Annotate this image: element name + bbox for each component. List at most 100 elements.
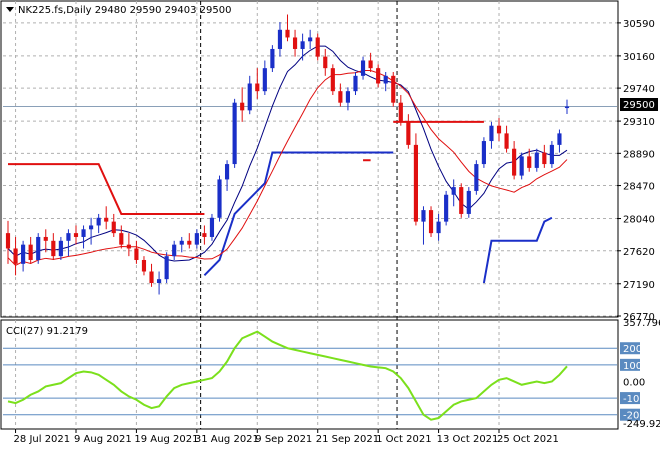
trail-red-line	[8, 163, 205, 215]
candle-body	[13, 248, 18, 264]
time-label: 28 Jul 2021	[14, 434, 71, 445]
time-label: 19 Aug 2021	[134, 434, 198, 445]
candle-body	[43, 236, 48, 241]
price-tick-label: 27620	[623, 247, 655, 258]
candle-body	[368, 60, 373, 69]
menu-triangle-icon[interactable]	[6, 7, 14, 12]
candle-body	[21, 244, 26, 264]
candle-body	[217, 179, 222, 218]
candle-body	[489, 125, 494, 142]
cci-tick-label: 0.00	[623, 377, 645, 388]
price-tick-label: 28890	[623, 149, 655, 160]
candle-body	[58, 240, 63, 257]
slow-ma-line	[7, 70, 568, 266]
moving-averages	[7, 45, 568, 266]
time-label: 9 Sep 2021	[255, 434, 312, 445]
candle-body	[466, 190, 471, 214]
candle-body	[292, 37, 298, 49]
candle-body	[51, 240, 56, 257]
candle-body	[194, 233, 199, 245]
candle-body	[73, 233, 79, 237]
candle-body	[240, 102, 245, 111]
candle-body	[96, 217, 101, 226]
cci-series-line	[7, 330, 568, 421]
trail-blue-line	[482, 216, 553, 284]
candle-body	[459, 187, 464, 214]
candle-body	[360, 60, 366, 76]
candle-body	[209, 217, 215, 237]
candle-body	[406, 121, 411, 145]
cci-tick-label: -249.929	[623, 419, 660, 430]
candle-body	[187, 240, 192, 245]
candle-body	[451, 187, 456, 195]
candle-body	[134, 248, 139, 260]
cci-label: CCI(27) 91.2179	[6, 326, 88, 337]
candle-body	[398, 102, 403, 122]
candle-body	[141, 259, 147, 272]
candle-body	[549, 144, 554, 165]
candle-body	[345, 91, 351, 103]
candle-body	[542, 152, 547, 165]
time-label: 1 Oct 2021	[376, 434, 431, 445]
candle-body	[66, 233, 71, 241]
cci-level-box	[620, 408, 640, 421]
candle-body	[436, 221, 441, 234]
candle-body	[202, 233, 207, 237]
candle-body	[428, 210, 434, 234]
price-tick-label: 29740	[623, 84, 655, 95]
price-tick-label: 29310	[623, 117, 655, 128]
cci-tick-label: 200	[623, 344, 642, 355]
candle-body	[376, 68, 381, 84]
candle-body	[512, 148, 517, 176]
candle-body	[338, 91, 343, 103]
candle-body	[255, 83, 260, 92]
price-panel[interactable]	[0, 0, 619, 318]
fast-ma-line	[7, 45, 568, 262]
symbol-line: NK225.fs,Daily 29480 29590 29403 29500	[18, 5, 231, 16]
cci-line	[7, 330, 568, 421]
candle-body	[391, 75, 396, 103]
candle-body	[308, 37, 313, 42]
candle-body	[474, 164, 479, 191]
cci-axis: 357.796 200 100 0.00 -100 -200-249.929	[620, 318, 660, 430]
current-price-label: 29500	[623, 100, 655, 111]
candles	[5, 14, 570, 295]
time-label: 31 Aug 2021	[195, 434, 259, 445]
price-tick-label: 30160	[623, 52, 655, 63]
time-label: 9 Aug 2021	[74, 434, 132, 445]
candle-body	[247, 83, 252, 111]
candle-body	[119, 233, 124, 245]
candle-body	[262, 68, 267, 92]
candle-body	[496, 125, 502, 134]
candle-body	[323, 56, 328, 69]
candle-body	[519, 156, 524, 176]
cci-panel[interactable]	[0, 319, 619, 430]
time-label: 21 Sep 2021	[316, 434, 379, 445]
candle-body	[413, 144, 418, 222]
candle-body	[104, 217, 109, 222]
candle-body	[232, 102, 237, 165]
candle-body	[224, 164, 230, 180]
candle-body	[36, 236, 41, 260]
candle-body	[353, 75, 358, 92]
candle-body	[28, 244, 33, 260]
cci-level-box	[620, 342, 640, 355]
candle-body	[285, 29, 290, 38]
candle-body	[126, 244, 131, 249]
cci-level-box	[620, 392, 640, 405]
cci-levels	[3, 347, 617, 416]
candle-body	[383, 75, 388, 84]
candle-body	[330, 68, 335, 92]
time-label: 25 Oct 2021	[497, 434, 559, 445]
cci-level-box	[620, 358, 640, 371]
candle-body	[300, 41, 305, 49]
candle-body	[527, 156, 532, 168]
candle-body	[172, 244, 177, 257]
time-label: 13 Oct 2021	[437, 434, 499, 445]
trail-blue-line	[203, 151, 394, 277]
price-tick-label: 28040	[623, 215, 655, 226]
cci-tick-label: 100	[623, 361, 642, 372]
price-tick-label: 27190	[623, 280, 655, 291]
